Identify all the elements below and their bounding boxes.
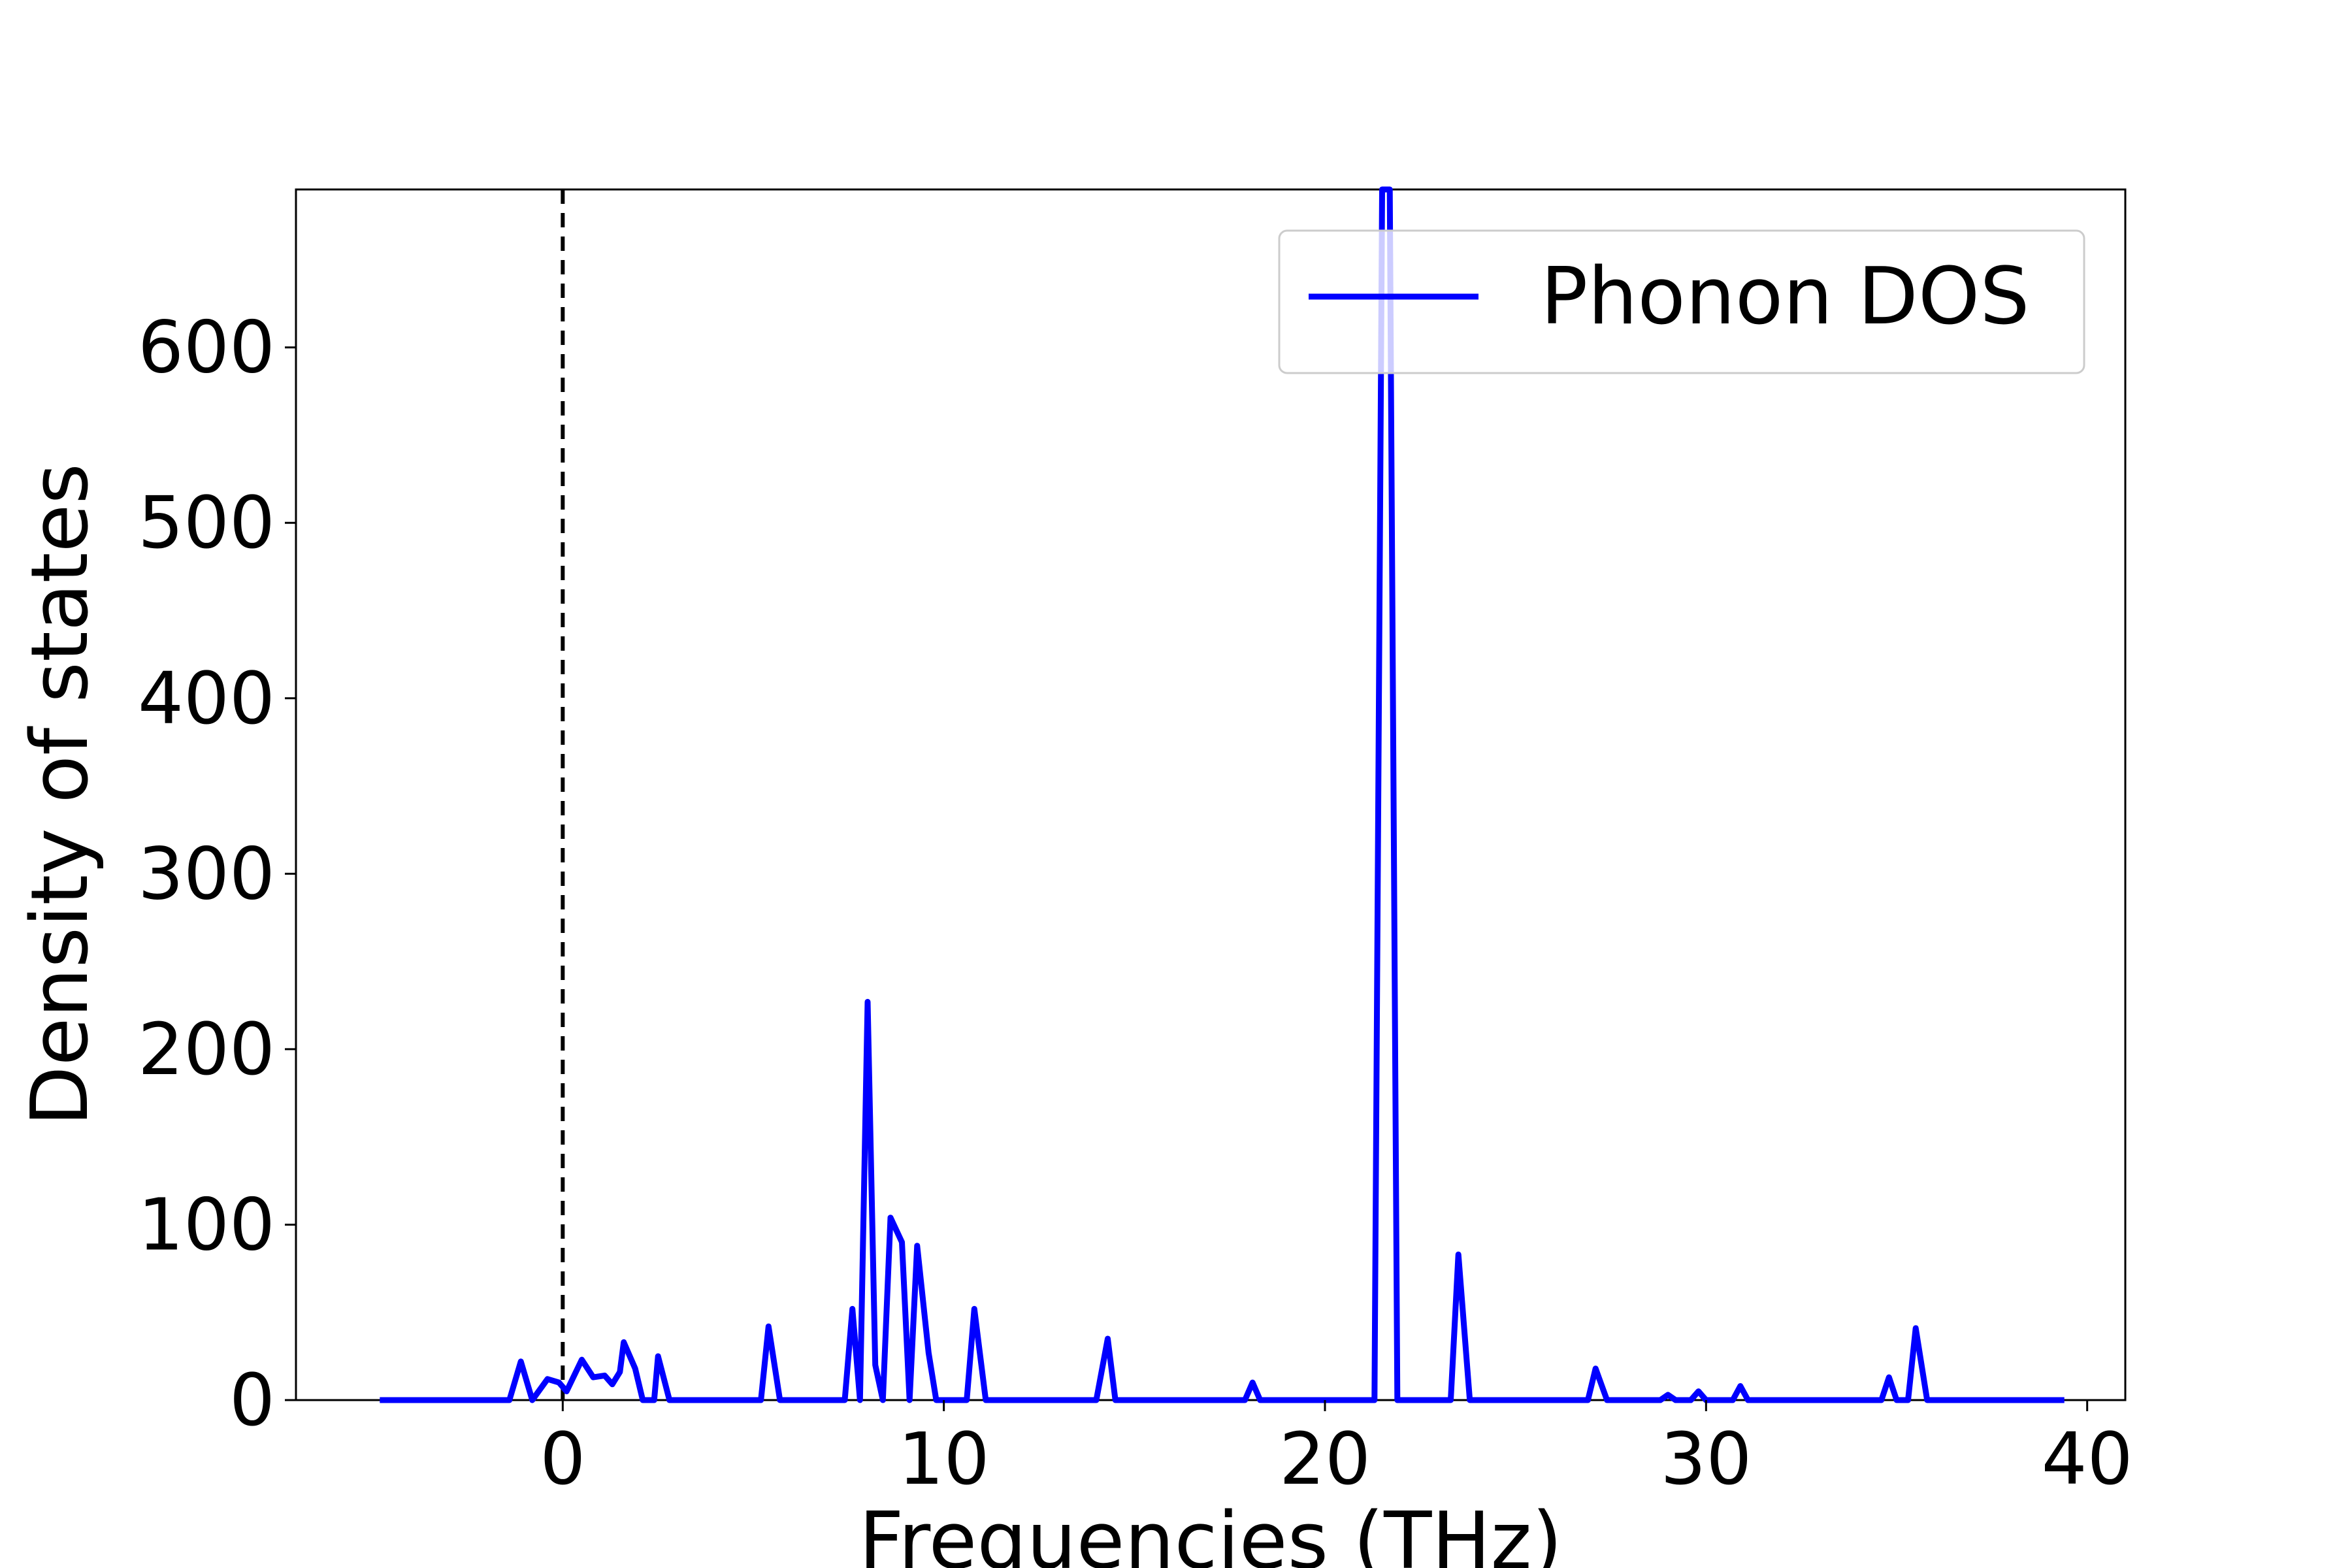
x-axis-label: Frequencies (THz): [859, 1496, 1563, 1568]
y-tick-label: 0: [229, 1358, 275, 1442]
series-line-0: [380, 186, 2065, 1403]
legend-label: Phonon DOS: [1541, 252, 2030, 342]
series-layer: [380, 186, 2065, 1403]
y-tick-label: 600: [138, 306, 275, 389]
x-tick-label: 40: [2042, 1417, 2133, 1501]
x-tick-label: 0: [540, 1417, 585, 1501]
y-tick-label: 500: [138, 481, 275, 564]
x-tick-label: 20: [1279, 1417, 1371, 1501]
y-tick-label: 300: [138, 832, 275, 915]
y-axis-label: Density of states: [15, 463, 106, 1126]
legend: Phonon DOS: [1278, 229, 2085, 374]
y-tick-label: 100: [138, 1183, 275, 1266]
x-axis-ticks: 0 10 20 30 40: [540, 1400, 2133, 1501]
y-tick-label: 200: [138, 1007, 275, 1091]
x-tick-label: 30: [1660, 1417, 1752, 1501]
y-axis-ticks: 0 100 200 300 400 500 600: [138, 306, 296, 1442]
legend-box: [1278, 229, 2085, 374]
x-tick-label: 10: [898, 1417, 990, 1501]
y-tick-label: 400: [138, 657, 275, 740]
